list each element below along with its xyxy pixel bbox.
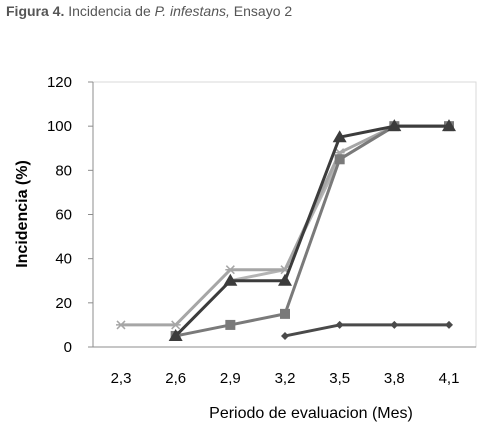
- x-tick-label: 2,9: [220, 370, 241, 387]
- data-point-triangle: [223, 273, 238, 286]
- x-tick-label: 4,1: [439, 370, 460, 387]
- plot-area-frame: [92, 81, 477, 348]
- y-tick-label: 100: [47, 118, 72, 135]
- data-point-square: [225, 319, 236, 330]
- figure-number: Figura 4.: [6, 3, 65, 19]
- y-ticks: 0 20 40 60 80 100 120: [47, 74, 93, 356]
- data-point-diamond: [445, 320, 453, 329]
- y-tick-label: 80: [55, 162, 72, 179]
- series-line: [174, 124, 449, 338]
- data-point-triangle: [332, 130, 347, 143]
- y-tick-label: 20: [55, 295, 72, 312]
- data-point-star: [116, 320, 126, 330]
- x-tick-label: 2,3: [111, 370, 132, 387]
- series-line: [175, 124, 449, 338]
- series-layer: [116, 119, 456, 341]
- y-tick-label: 40: [55, 251, 72, 268]
- y-axis-title: Incidencia (%): [14, 160, 31, 268]
- x-axis-title: Periodo de evaluacion (Mes): [209, 405, 413, 422]
- data-point-triangle: [278, 273, 292, 286]
- data-point-diamond: [281, 331, 289, 340]
- x-tick-label: 2,6: [165, 370, 186, 387]
- y-tick-label: 120: [47, 74, 72, 91]
- caption-text: Incidencia de: [64, 3, 155, 19]
- caption-species: P. infestans,: [154, 3, 230, 19]
- series-line: [284, 323, 449, 338]
- data-point-square: [280, 308, 290, 319]
- data-point-star: [170, 320, 181, 330]
- series-4: [116, 121, 454, 330]
- caption-text-end: Ensayo 2: [229, 3, 293, 19]
- x-tick-label: 3,2: [275, 370, 296, 387]
- x-tick-label: 3,5: [329, 370, 350, 387]
- data-point-diamond: [335, 320, 344, 329]
- data-point-square: [334, 154, 345, 165]
- series-5: [174, 124, 449, 338]
- data-point-triangle: [387, 119, 402, 132]
- series-line: [174, 124, 449, 338]
- data-point-diamond: [390, 320, 399, 329]
- data-point-triangle: [168, 328, 183, 341]
- y-tick-label: 0: [64, 339, 72, 356]
- data-point-triangle: [442, 119, 456, 132]
- x-tick-label: 3,8: [384, 370, 405, 387]
- series-1: [281, 320, 453, 340]
- series-2: [170, 121, 454, 341]
- series-3: [168, 119, 456, 341]
- x-ticks: 2,3 2,6 2,9 3,2 3,5 3,8 4,1: [111, 370, 460, 387]
- series-line: [121, 124, 449, 327]
- y-tick-label: 60: [55, 207, 72, 224]
- figure-caption: Figura 4. Incidencia de P. infestans, En…: [6, 3, 292, 19]
- data-point-star: [225, 265, 236, 275]
